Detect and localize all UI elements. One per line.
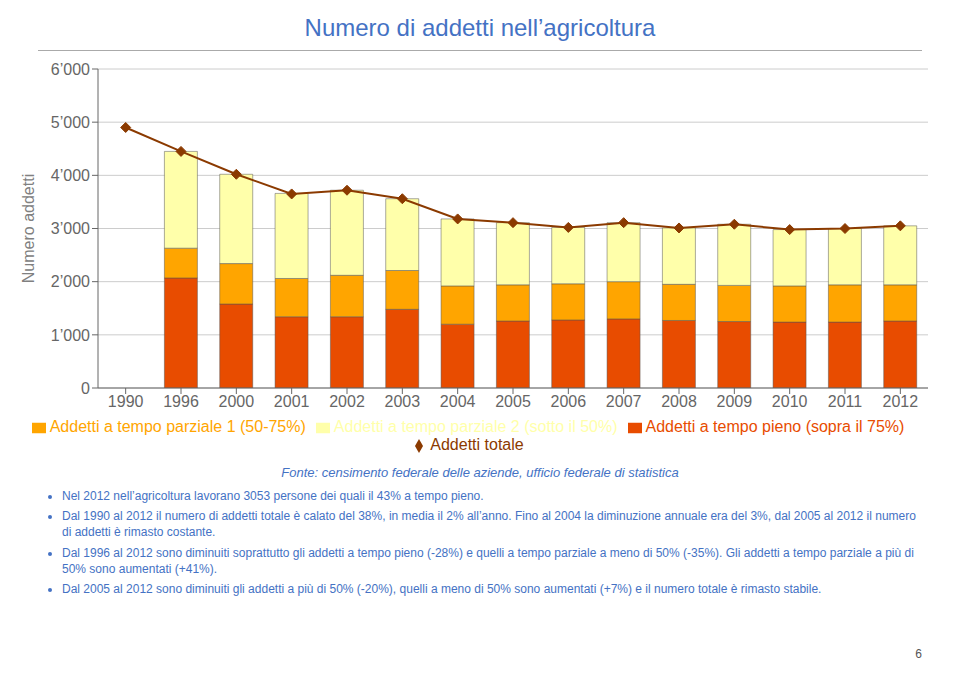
svg-text:2006: 2006 bbox=[551, 393, 587, 410]
html-text:Fonte: censimento federale del: Fonte: censimento federale delle aziende… bbox=[281, 465, 679, 480]
html-text:6: 6 bbox=[915, 647, 922, 661]
html-text:Dal 1990 al 2012 il numero di: Dal 1990 al 2012 il numero di addetti to… bbox=[62, 509, 916, 540]
html-text:Numero di addetti nell’agricol: Numero di addetti nell’agricoltura bbox=[304, 14, 656, 41]
svg-text:Numero addetti: Numero addetti bbox=[20, 174, 37, 283]
svg-text:2007: 2007 bbox=[606, 393, 642, 410]
html-text:Dal 2005 al 2012 sono diminuit: Dal 2005 al 2012 sono diminuiti gli adde… bbox=[62, 581, 822, 596]
svg-text:6’000: 6’000 bbox=[51, 61, 90, 78]
svg-text:1996: 1996 bbox=[163, 393, 199, 410]
html-text:Dal 1996 al 2012 sono diminuit: Dal 1996 al 2012 sono diminuiti soprattu… bbox=[62, 545, 914, 576]
html-text:Addetti a tempo parziale 1 (50: Addetti a tempo parziale 1 (50-75%) bbox=[49, 418, 306, 435]
html-text:Addetti totale: Addetti totale bbox=[430, 436, 524, 453]
svg-text:1’000: 1’000 bbox=[51, 327, 90, 344]
svg-text:2004: 2004 bbox=[440, 393, 476, 410]
html-text:Nel 2012 nell’agricoltura lavo: Nel 2012 nell’agricoltura lavorano 3053 … bbox=[62, 489, 484, 503]
svg-text:3’000: 3’000 bbox=[51, 220, 90, 237]
svg-text:2002: 2002 bbox=[329, 393, 365, 410]
svg-text:2001: 2001 bbox=[274, 393, 310, 410]
svg-text:2005: 2005 bbox=[495, 393, 531, 410]
html-text:Addetti a tempo pieno (sopra i: Addetti a tempo pieno (sopra il 75%) bbox=[645, 418, 905, 435]
svg-text:2003: 2003 bbox=[385, 393, 421, 410]
svg-text:2010: 2010 bbox=[772, 393, 808, 410]
svg-text:2009: 2009 bbox=[717, 393, 753, 410]
svg-text:2012: 2012 bbox=[883, 393, 919, 410]
svg-text:4’000: 4’000 bbox=[51, 167, 90, 184]
svg-text:5’000: 5’000 bbox=[51, 114, 90, 131]
svg-text:1990: 1990 bbox=[108, 393, 144, 410]
svg-text:0: 0 bbox=[81, 380, 90, 397]
html-text:Addetti a tempo parziale 2 (so: Addetti a tempo parziale 2 (sotto il 50%… bbox=[333, 418, 618, 435]
svg-text:2008: 2008 bbox=[661, 393, 697, 410]
svg-text:2011: 2011 bbox=[828, 393, 863, 410]
svg-text:2000: 2000 bbox=[219, 393, 255, 410]
svg-text:2’000: 2’000 bbox=[51, 273, 90, 290]
